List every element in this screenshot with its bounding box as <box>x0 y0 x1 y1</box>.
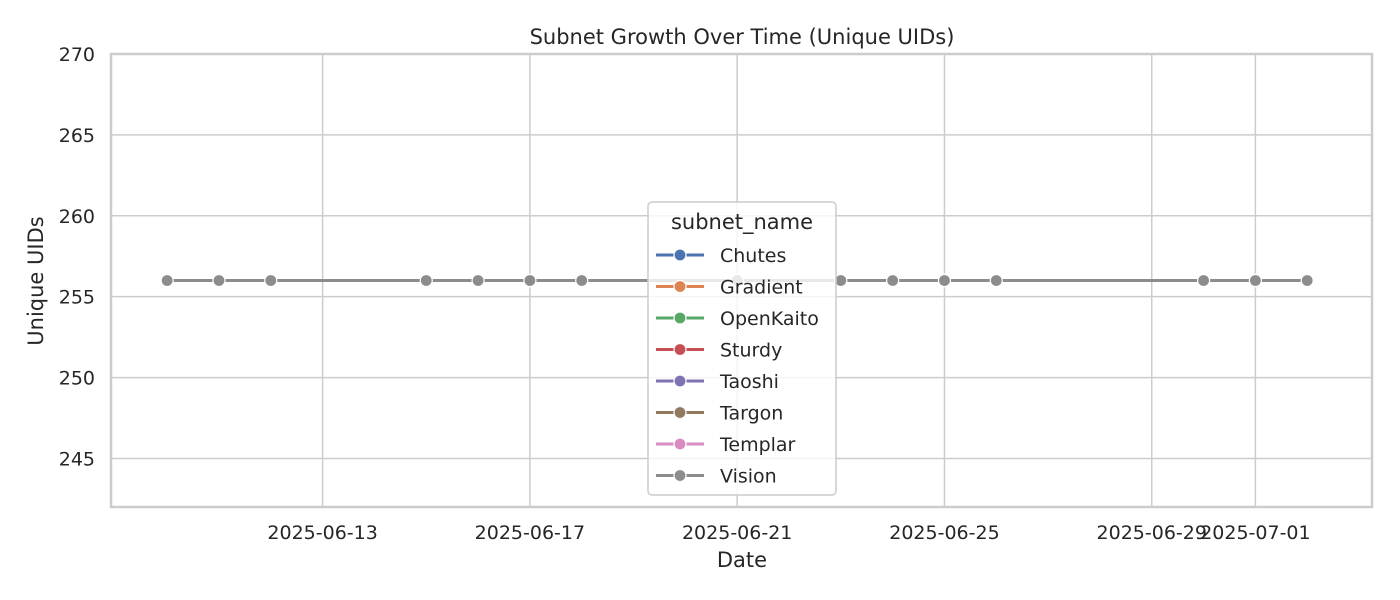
legend-label: Templar <box>719 434 796 456</box>
y-tick-label: 265 <box>59 125 95 147</box>
data-point <box>212 273 226 288</box>
legend-marker <box>673 342 687 357</box>
legend-label: Chutes <box>720 245 786 267</box>
legend-label: Vision <box>720 466 777 488</box>
y-axis-title: Unique UIDs <box>24 216 48 345</box>
data-point <box>1248 273 1263 288</box>
y-tick-label: 260 <box>59 206 95 228</box>
legend-marker <box>673 468 687 483</box>
y-tick-label: 245 <box>59 448 95 470</box>
data-point <box>264 273 278 288</box>
x-tick-label: 2025-07-01 <box>1200 522 1310 544</box>
legend-marker <box>673 437 687 451</box>
chart-title: Subnet Growth Over Time (Unique UIDs) <box>530 25 955 49</box>
legend-box <box>647 201 837 496</box>
y-tick-label: 255 <box>59 287 95 309</box>
y-tick-label: 250 <box>59 368 95 390</box>
data-point <box>1300 273 1314 288</box>
plot-frame <box>109 52 1374 509</box>
legend-marker <box>673 374 687 388</box>
x-tick-label: 2025-06-17 <box>475 522 585 544</box>
x-tick-label: 2025-06-29 <box>1097 522 1207 544</box>
legend-label: Taoshi <box>719 371 779 393</box>
x-tick-label: 2025-06-13 <box>267 522 377 544</box>
legend-item: Templar <box>656 434 796 456</box>
legend-item: Taoshi <box>656 371 779 393</box>
y-tick-label: 270 <box>59 44 95 66</box>
legend-marker <box>673 405 687 420</box>
data-point <box>160 273 174 288</box>
x-axis: 2025-06-13 2025-06-17 2025-06-21 2025-06-25… <box>267 522 1310 544</box>
legend-title: subnet_name <box>671 210 813 235</box>
data-point <box>1196 273 1211 288</box>
data-point <box>575 273 589 288</box>
legend-label: Sturdy <box>720 340 782 362</box>
legend-marker <box>673 248 687 262</box>
legend-item: Targon <box>656 403 783 425</box>
data-point <box>989 273 1003 288</box>
data-point <box>937 273 952 288</box>
legend-label: OpenKaito <box>720 308 819 330</box>
y-axis: 245 250 255 260 265 270 <box>59 44 95 470</box>
legend: subnet_name Chutes Gradient OpenKaito Sturdy… <box>647 201 837 496</box>
legend-label: Targon <box>719 403 783 425</box>
legend-item: Gradient <box>656 277 803 299</box>
legend-marker <box>673 279 687 294</box>
x-tick-label: 2025-06-25 <box>889 522 999 544</box>
legend-item: OpenKaito <box>656 308 819 330</box>
data-point <box>471 273 485 288</box>
data-point <box>886 273 900 288</box>
legend-item: Sturdy <box>656 340 782 362</box>
x-tick-label: 2025-06-21 <box>682 522 792 544</box>
data-point <box>523 273 537 288</box>
legend-item: Vision <box>656 466 777 488</box>
legend-item: Chutes <box>656 245 786 267</box>
data-point <box>419 273 433 288</box>
legend-marker <box>673 311 687 325</box>
x-axis-title: Date <box>717 548 767 572</box>
legend-label: Gradient <box>720 277 803 299</box>
